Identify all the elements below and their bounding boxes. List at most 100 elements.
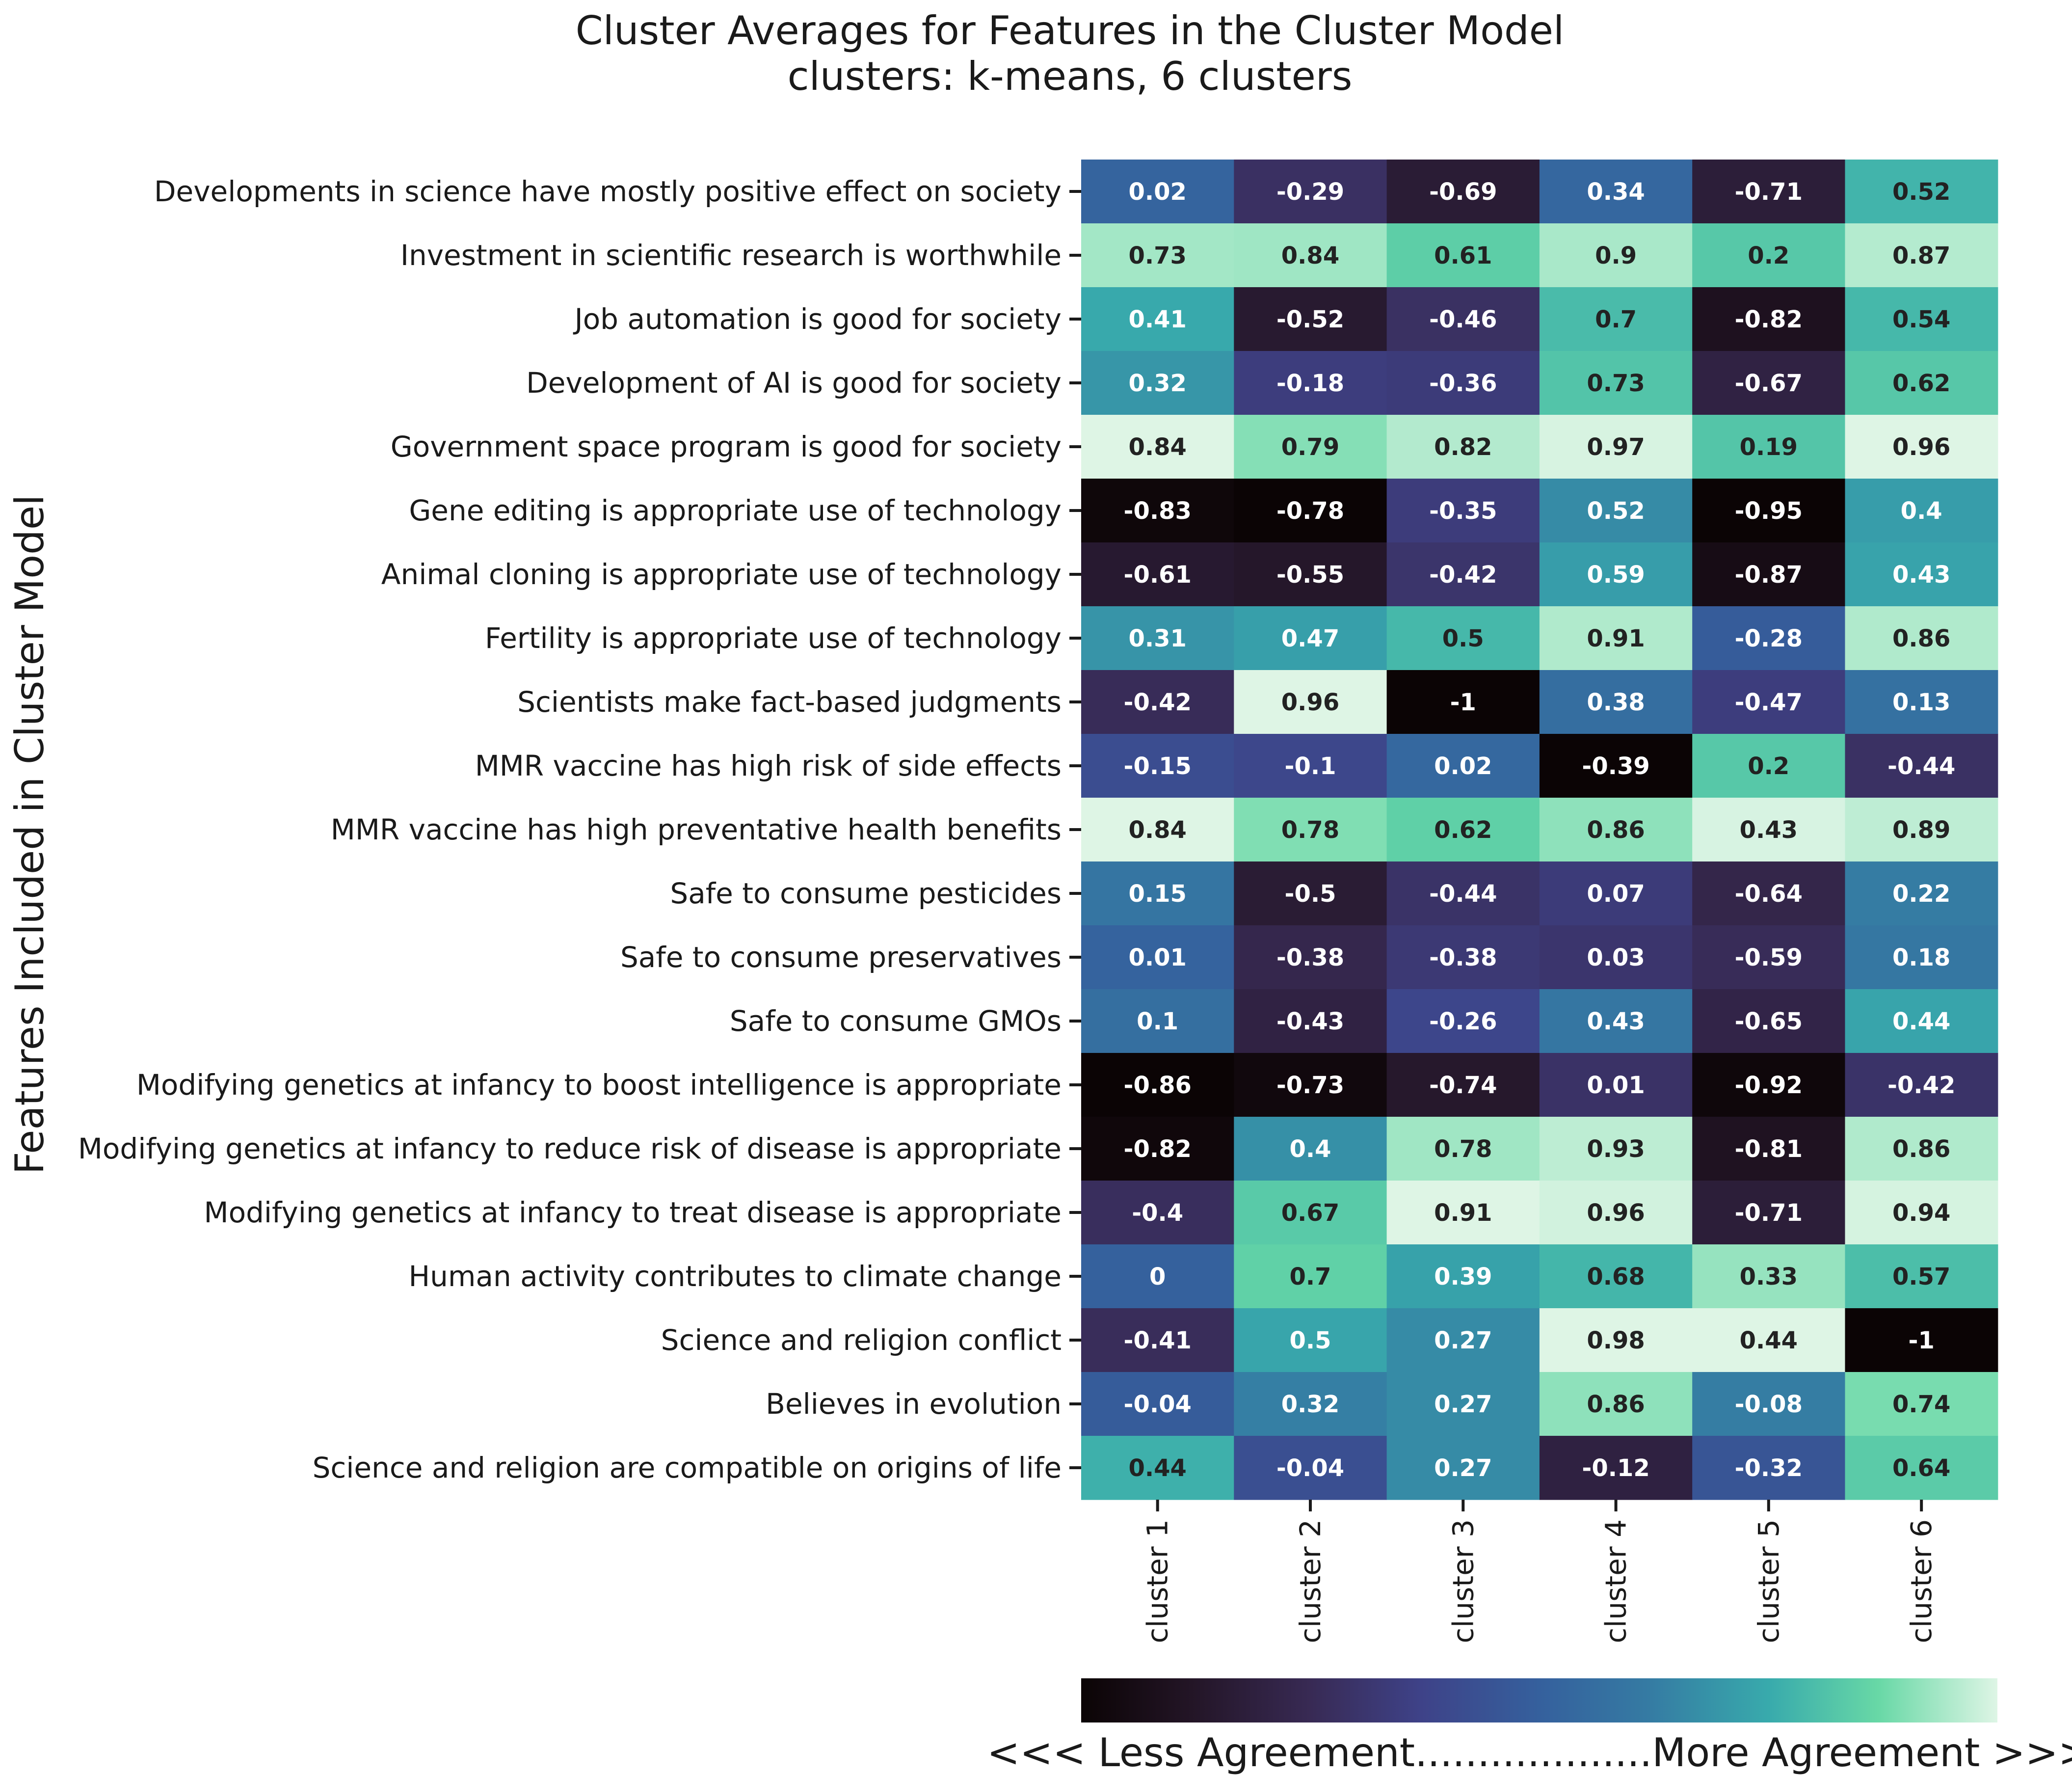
heatmap-cell-r18-c4: [1539, 1244, 1693, 1309]
cell-value-r3-c2: -0.52: [1276, 306, 1344, 333]
cell-value-r19-c4: 0.98: [1587, 1327, 1645, 1354]
heatmap-cell-r4-c2: [1234, 351, 1387, 415]
heatmap-cell-r2-c6: [1845, 223, 1998, 288]
cell-value-r2-c4: 0.9: [1595, 242, 1637, 269]
heatmap-cell-r3-c1: [1081, 287, 1234, 351]
cell-value-r21-c6: 0.64: [1892, 1454, 1950, 1482]
cell-value-r9-c3: -1: [1450, 689, 1476, 716]
cell-value-r15-c3: -0.74: [1429, 1072, 1497, 1099]
heatmap-cell-r12-c6: [1845, 861, 1998, 926]
cell-value-r20-c1: -0.04: [1124, 1391, 1192, 1418]
heatmap-cell-r20-c4: [1539, 1372, 1693, 1436]
heatmap-cell-r7-c6: [1845, 542, 1998, 607]
heatmap-cell-r16-c5: [1692, 1117, 1846, 1181]
colorbar: [1081, 1678, 1997, 1722]
column-axis: cluster 1 cluster 2 cluster 3 cluster 4 clus…: [1141, 1500, 1938, 1643]
row-label-15: Modifying genetics at infancy to boost i…: [136, 1068, 1062, 1102]
row-label-21: Science and religion are compatible on o…: [313, 1451, 1062, 1484]
colorbar-label: <<< Less Agreement...................Mor…: [987, 1730, 2072, 1776]
row-label-8: Fertility is appropriate use of technolo…: [485, 621, 1062, 655]
cell-value-r14-c3: -0.26: [1429, 1008, 1497, 1035]
y-axis-label: Features Included in Cluster Model: [7, 495, 53, 1175]
cell-value-r19-c3: 0.27: [1434, 1327, 1492, 1354]
heatmap-cell-r12-c4: [1539, 861, 1693, 926]
cell-value-r17-c4: 0.96: [1587, 1199, 1645, 1227]
heatmap-cell-r11-c5: [1692, 798, 1846, 862]
heatmap-cell-r14-c1: [1081, 989, 1234, 1053]
cell-value-r18-c2: 0.7: [1289, 1263, 1331, 1291]
cell-value-r6-c5: -0.95: [1735, 497, 1803, 525]
cell-value-r14-c6: 0.44: [1892, 1008, 1950, 1035]
column-label-1: cluster 1: [1141, 1519, 1174, 1643]
heatmap-cell-r19-c2: [1234, 1308, 1387, 1372]
heatmap-cell-r7-c3: [1386, 542, 1540, 607]
cell-value-r18-c6: 0.57: [1892, 1263, 1950, 1291]
heatmap-cell-r1-c1: [1081, 160, 1234, 224]
cell-value-r7-c1: -0.61: [1124, 561, 1192, 589]
heatmap-cell-r1-c3: [1386, 160, 1540, 224]
cell-value-r15-c5: -0.92: [1735, 1072, 1803, 1099]
heatmap-cell-r14-c3: [1386, 989, 1540, 1053]
heatmap-cell-r10-c2: [1234, 734, 1387, 798]
heatmap-cell-r19-c3: [1386, 1308, 1540, 1372]
cell-value-r19-c1: -0.41: [1124, 1327, 1192, 1354]
cell-value-r17-c2: 0.67: [1281, 1199, 1339, 1227]
heatmap-cell-r6-c2: [1234, 479, 1387, 543]
heatmap-cells: [1081, 160, 1998, 1500]
heatmap-cell-r10-c1: [1081, 734, 1234, 798]
heatmap-cell-labels: 0.02 -0.29 -0.69 0.34 -0.71 0.52 0.73 0.84 0.61 0…: [1124, 178, 1956, 1482]
cell-value-r18-c4: 0.68: [1587, 1263, 1645, 1291]
heatmap-cell-r13-c6: [1845, 925, 1998, 990]
heatmap-cell-r15-c3: [1386, 1053, 1540, 1117]
cell-value-r17-c5: -0.71: [1735, 1199, 1803, 1227]
heatmap-cell-r17-c5: [1692, 1181, 1846, 1245]
heatmap-cell-r21-c5: [1692, 1436, 1846, 1500]
row-axis: Developments in science have mostly posi…: [78, 175, 1081, 1484]
cell-value-r1-c3: -0.69: [1429, 178, 1497, 206]
heatmap-cell-r13-c4: [1539, 925, 1693, 990]
cell-value-r18-c1: 0: [1149, 1263, 1166, 1291]
cell-value-r6-c2: -0.78: [1276, 497, 1344, 525]
heatmap-cell-r7-c1: [1081, 542, 1234, 607]
heatmap-cell-r8-c6: [1845, 606, 1998, 671]
heatmap-cell-r8-c3: [1386, 606, 1540, 671]
heatmap-cell-r2-c2: [1234, 223, 1387, 288]
heatmap-cell-r16-c3: [1386, 1117, 1540, 1181]
heatmap-cell-r3-c2: [1234, 287, 1387, 351]
cell-value-r4-c1: 0.32: [1128, 370, 1186, 397]
heatmap-cell-r10-c4: [1539, 734, 1693, 798]
row-label-19: Science and religion conflict: [661, 1323, 1062, 1357]
heatmap-cell-r19-c6: [1845, 1308, 1998, 1372]
cell-value-r20-c5: -0.08: [1735, 1391, 1803, 1418]
heatmap-cell-r20-c6: [1845, 1372, 1998, 1436]
cell-value-r8-c3: 0.5: [1442, 625, 1484, 652]
row-label-20: Believes in evolution: [766, 1387, 1062, 1421]
heatmap-cell-r12-c5: [1692, 861, 1846, 926]
heatmap-cell-r8-c5: [1692, 606, 1846, 671]
row-label-7: Animal cloning is appropriate use of tec…: [381, 558, 1062, 591]
chart-title: Cluster Averages for Features in the Clu…: [576, 8, 1565, 54]
heatmap-cell-r8-c2: [1234, 606, 1387, 671]
heatmap-cell-r18-c6: [1845, 1244, 1998, 1309]
cell-value-r13-c2: -0.38: [1276, 944, 1344, 971]
heatmap-cell-r2-c4: [1539, 223, 1693, 288]
heatmap-cell-r18-c2: [1234, 1244, 1387, 1309]
row-label-4: Development of AI is good for society: [526, 366, 1062, 400]
heatmap-cell-r14-c5: [1692, 989, 1846, 1053]
cell-value-r5-c1: 0.84: [1128, 433, 1186, 461]
cell-value-r17-c3: 0.91: [1434, 1199, 1492, 1227]
cell-value-r4-c4: 0.73: [1587, 370, 1645, 397]
heatmap-cell-r9-c3: [1386, 670, 1540, 734]
cell-value-r12-c5: -0.64: [1735, 880, 1803, 908]
heatmap-cell-r12-c3: [1386, 861, 1540, 926]
row-label-12: Safe to consume pesticides: [670, 877, 1062, 910]
cell-value-r9-c1: -0.42: [1124, 689, 1192, 716]
cell-value-r21-c5: -0.32: [1735, 1454, 1803, 1482]
heatmap-cell-r10-c6: [1845, 734, 1998, 798]
row-label-16: Modifying genetics at infancy to reduce …: [78, 1132, 1062, 1165]
heatmap-cell-r4-c5: [1692, 351, 1846, 415]
row-label-9: Scientists make fact-based judgments: [517, 685, 1062, 719]
heatmap-cell-r9-c6: [1845, 670, 1998, 734]
cell-value-r2-c6: 0.87: [1892, 242, 1950, 269]
